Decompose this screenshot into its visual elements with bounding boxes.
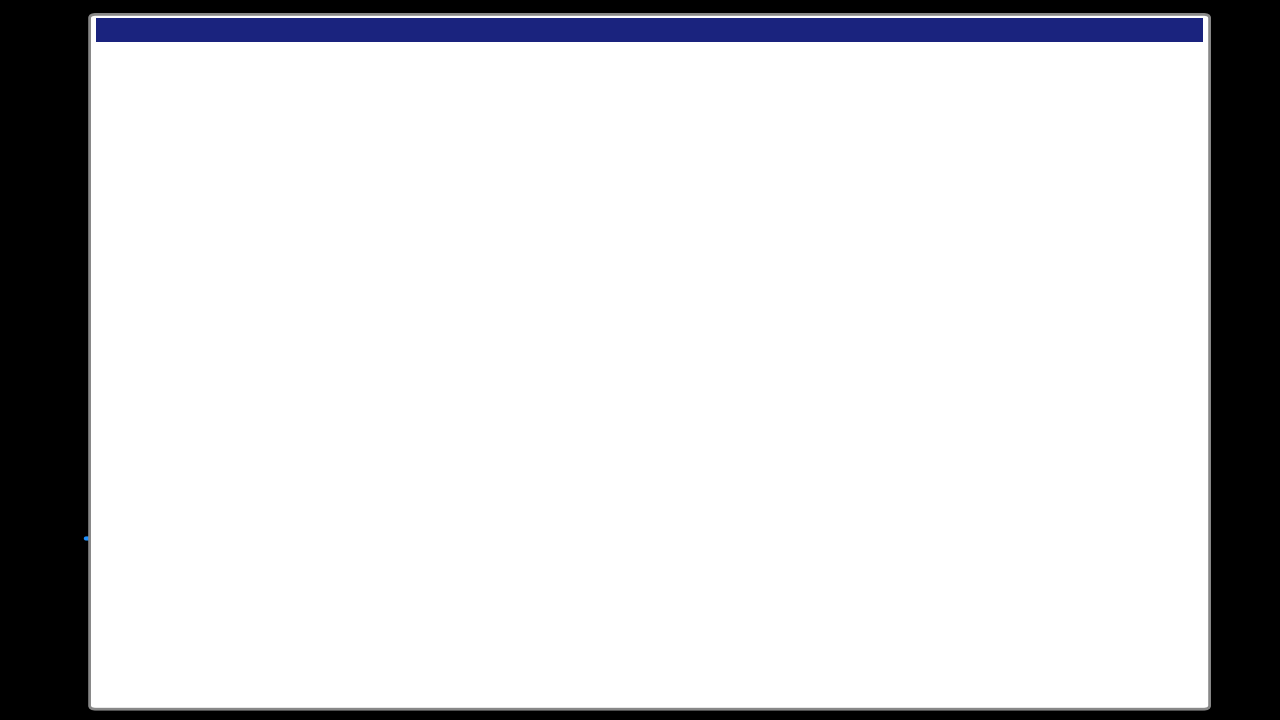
Ellipse shape (489, 145, 690, 417)
Text: interphase: interphase (214, 495, 349, 515)
Ellipse shape (174, 118, 389, 424)
Ellipse shape (468, 338, 719, 720)
Ellipse shape (833, 446, 864, 459)
Ellipse shape (855, 589, 886, 603)
Ellipse shape (993, 220, 1033, 237)
FancyBboxPatch shape (275, 360, 289, 373)
Ellipse shape (950, 427, 980, 440)
FancyBboxPatch shape (230, 163, 247, 179)
Ellipse shape (468, 89, 719, 453)
Ellipse shape (799, 220, 837, 237)
Ellipse shape (493, 378, 694, 699)
Ellipse shape (855, 427, 886, 440)
Ellipse shape (148, 338, 416, 720)
Ellipse shape (950, 627, 980, 641)
FancyBboxPatch shape (681, 293, 695, 307)
Text: Overview of mitosis: Overview of mitosis (225, 56, 814, 108)
Ellipse shape (950, 465, 980, 478)
Ellipse shape (799, 518, 1037, 712)
Ellipse shape (493, 126, 694, 416)
FancyBboxPatch shape (911, 308, 924, 320)
Ellipse shape (792, 89, 1043, 453)
FancyBboxPatch shape (275, 703, 289, 717)
FancyBboxPatch shape (910, 117, 925, 130)
Ellipse shape (972, 446, 1002, 459)
Ellipse shape (833, 608, 864, 621)
Text: late prophase: late prophase (831, 482, 1005, 503)
Text: Biology: Biology (122, 686, 168, 699)
Ellipse shape (855, 627, 886, 641)
Ellipse shape (195, 167, 378, 404)
Text: early prophase: early prophase (499, 482, 687, 503)
Ellipse shape (174, 378, 389, 699)
FancyBboxPatch shape (586, 703, 600, 717)
Ellipse shape (799, 296, 837, 313)
Ellipse shape (972, 608, 1002, 621)
Ellipse shape (818, 126, 1018, 416)
Ellipse shape (950, 589, 980, 603)
FancyBboxPatch shape (586, 360, 600, 373)
FancyBboxPatch shape (582, 112, 596, 125)
Text: cytokinesis: cytokinesis (956, 509, 1098, 529)
Ellipse shape (148, 80, 416, 462)
Ellipse shape (799, 355, 1037, 550)
Ellipse shape (993, 296, 1033, 313)
Ellipse shape (855, 465, 886, 478)
